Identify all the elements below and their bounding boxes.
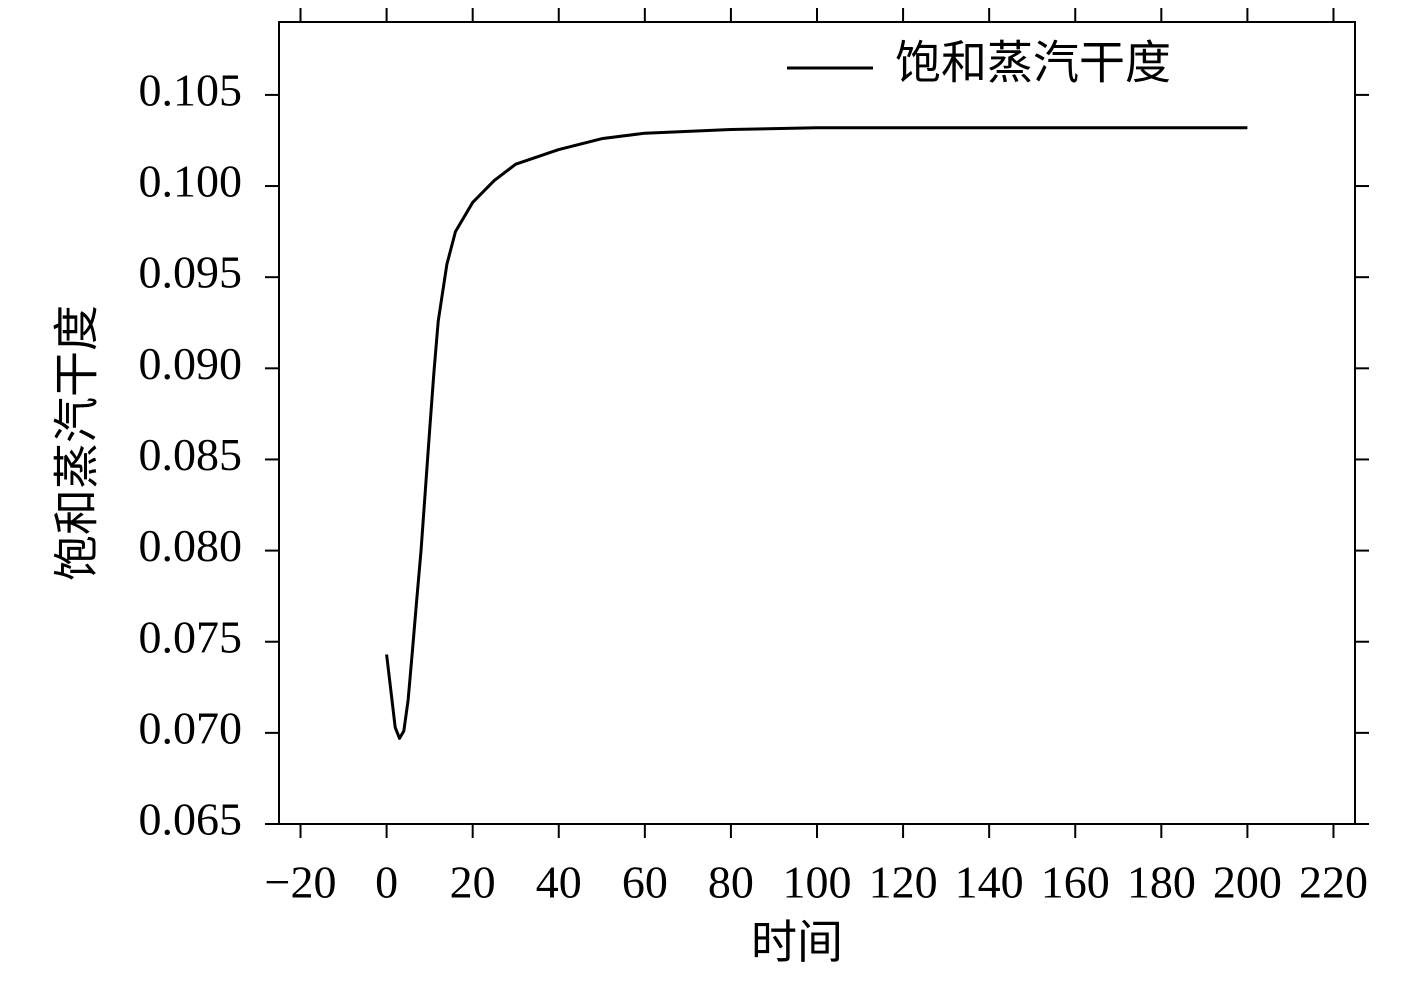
x-tick-label: 140 (955, 857, 1024, 908)
x-tick-label: 0 (375, 857, 398, 908)
x-tick-label: 80 (708, 857, 754, 908)
y-tick-label: 0.105 (139, 64, 243, 115)
y-tick-label: 0.085 (139, 429, 243, 480)
plot-frame (278, 21, 1356, 825)
x-axis-label: 时间 (751, 917, 843, 968)
x-tick-label: 40 (536, 857, 582, 908)
y-tick-label: 0.070 (139, 702, 243, 753)
x-tick-label: 60 (622, 857, 668, 908)
legend-label: 饱和蒸汽干度 (895, 38, 1171, 89)
x-tick-label: −20 (265, 857, 337, 908)
y-tick-label: 0.090 (139, 338, 243, 389)
y-tick-label: 0.095 (139, 247, 243, 298)
x-tick-label: 160 (1041, 857, 1110, 908)
x-tick-label: 220 (1299, 857, 1368, 908)
x-tick-label: 100 (783, 857, 852, 908)
y-tick-label: 0.080 (139, 520, 243, 571)
y-tick-label: 0.065 (139, 794, 243, 845)
x-tick-label: 200 (1213, 857, 1282, 908)
x-tick-label: 120 (869, 857, 938, 908)
x-tick-label: 180 (1127, 857, 1196, 908)
x-tick-label: 20 (450, 857, 496, 908)
y-tick-label: 0.075 (139, 611, 243, 662)
data-line (385, 126, 1248, 740)
y-tick-label: 0.100 (139, 156, 243, 207)
y-axis-label: 饱和蒸汽干度 (52, 305, 103, 581)
